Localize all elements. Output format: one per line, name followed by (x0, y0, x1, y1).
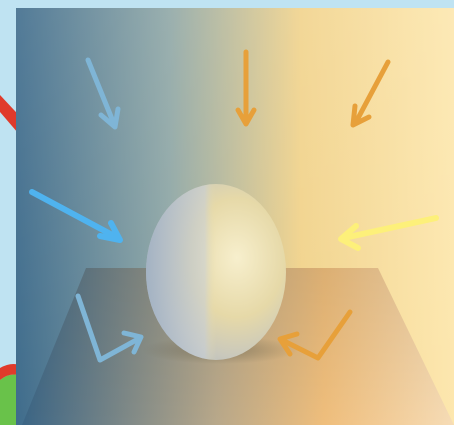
arrow-top-center (235, 49, 257, 127)
arrow-bottom-right-bounce (277, 309, 353, 361)
egg (146, 184, 286, 360)
arrow-bottom-left-bounce (75, 293, 144, 363)
arrow-right (338, 215, 439, 251)
arrow-top-right (350, 59, 391, 128)
arrow-top-left (85, 57, 121, 130)
arrow-left (29, 189, 123, 243)
